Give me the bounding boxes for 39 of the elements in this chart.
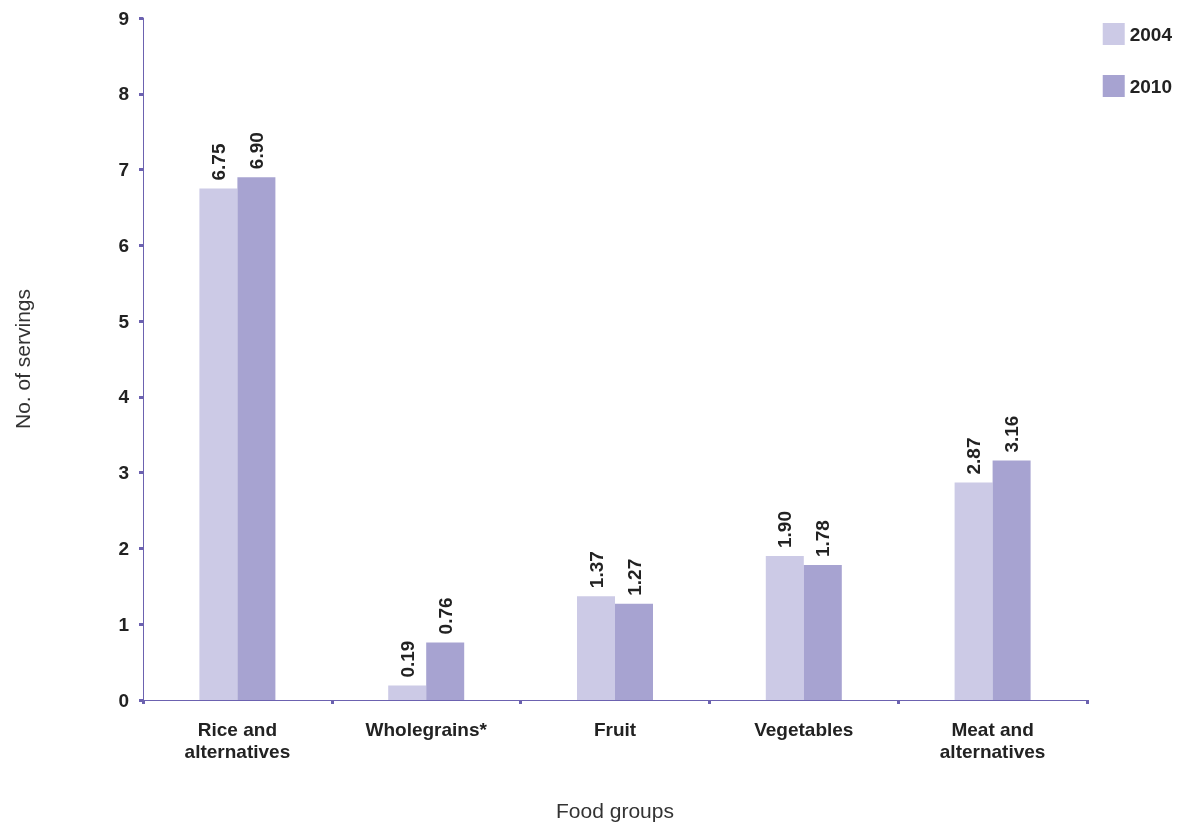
data-label: 0.19: [396, 640, 418, 678]
y-tick-label: 8: [118, 83, 129, 105]
legend-label: 2010: [1129, 75, 1173, 97]
bar: [577, 596, 615, 700]
y-tick-label: 5: [118, 310, 130, 332]
y-tick-label: 1: [118, 613, 130, 635]
y-tick-label: 3: [118, 462, 129, 484]
x-tick-label: Vegetables: [754, 718, 854, 740]
y-axis-title: No. of servings: [11, 288, 34, 430]
bar: [954, 482, 993, 700]
bar: [803, 565, 842, 700]
bar: [199, 188, 238, 700]
y-tick-label: 4: [118, 386, 130, 408]
bar: [765, 556, 804, 700]
data-label: 6.75: [207, 143, 229, 181]
bar: [992, 460, 1031, 700]
x-tick-label: Wholegrains*: [365, 718, 488, 740]
bar: [426, 642, 465, 700]
y-tick-label: 0: [118, 689, 129, 711]
legend-label: 2004: [1129, 23, 1173, 45]
data-label: 1.78: [812, 520, 834, 558]
y-tick-label: 7: [118, 159, 129, 181]
data-label: 6.90: [245, 132, 267, 170]
bar: [237, 177, 276, 700]
data-label: 3.16: [1001, 415, 1023, 453]
bar: [615, 603, 653, 700]
data-label: 1.37: [585, 551, 607, 589]
x-tick-label: Rice and alternatives: [184, 718, 291, 762]
data-label: 0.76: [434, 597, 456, 635]
data-label: 2.87: [963, 437, 985, 475]
y-tick-label: 9: [118, 7, 129, 29]
x-tick-label: Fruit: [593, 718, 637, 740]
y-tick-label: 6: [118, 234, 129, 256]
data-label: 1.90: [774, 511, 796, 549]
data-label: 1.27: [623, 558, 645, 596]
bar: [388, 685, 427, 700]
x-tick-label: Meat and alternatives: [939, 718, 1046, 762]
x-axis-title: Food groups: [556, 799, 674, 822]
y-tick-label: 2: [118, 537, 129, 559]
